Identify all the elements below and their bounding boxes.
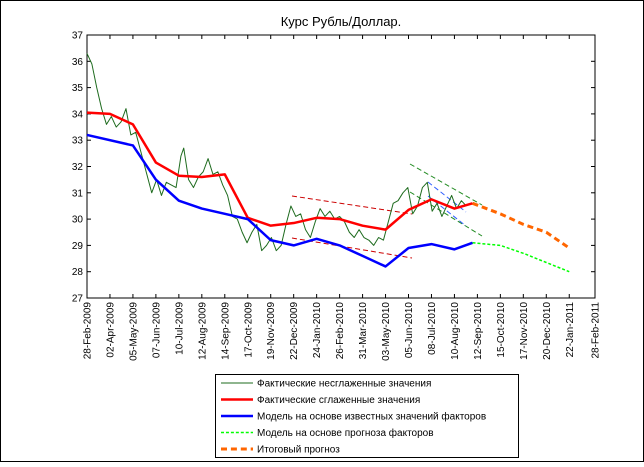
x-tick-label: 28-Feb-2009: [83, 302, 94, 360]
x-tick-label: 20-Dec-2010: [542, 302, 553, 360]
x-tick-label: 14-Sep-2009: [220, 302, 231, 360]
series-line: [471, 201, 571, 250]
x-tick-label: 28-Feb-2011: [591, 302, 602, 359]
y-tick-label: 36: [72, 57, 84, 68]
x-tick-label: 02-Apr-2009: [105, 302, 116, 358]
legend: [215, 374, 519, 458]
x-tick-label: 12-Aug-2009: [197, 302, 208, 360]
x-tick-label: 31-Mar-2010: [358, 302, 369, 360]
y-tick-label: 35: [72, 83, 84, 94]
x-tick-label: 05-May-2009: [128, 302, 139, 361]
trend-line: [409, 163, 483, 206]
series-line: [86, 133, 473, 268]
legend-label: Модель на основе прогноза факторов: [257, 427, 434, 439]
series-line: [472, 242, 570, 273]
x-tick-label: 22-Dec-2009: [289, 302, 300, 360]
x-tick-label: 05-Jun-2010: [404, 302, 415, 359]
trend-line: [409, 191, 483, 237]
x-tick-label: 12-Sep-2010: [473, 302, 484, 360]
legend-label: Модель на основе известных значений факт…: [257, 411, 486, 423]
y-tick-label: 27: [72, 294, 84, 305]
x-tick-label: 15-Oct-2010: [496, 302, 507, 358]
x-tick-label: 10-Aug-2010: [450, 302, 461, 360]
y-tick-label: 37: [72, 31, 84, 42]
y-tick-label: 34: [72, 109, 84, 120]
y-tick-label: 30: [72, 215, 84, 226]
x-tick-label: 22-Jan-2011: [565, 302, 576, 358]
y-tick-label: 31: [72, 188, 84, 199]
x-tick-label: 26-Feb-2010: [335, 302, 346, 360]
y-tick-label: 28: [72, 267, 84, 278]
x-tick-label: 03-May-2010: [381, 302, 392, 361]
x-tick-label: 07-Jun-2009: [151, 302, 162, 359]
trend-line: [291, 195, 413, 215]
x-tick-label: 17-Oct-2009: [243, 302, 254, 358]
x-tick-label: 19-Nov-2009: [266, 302, 277, 360]
series-line: [86, 111, 473, 231]
x-tick-label: 24-Jan-2010: [312, 302, 323, 359]
chart-title: Курс Рубль/Доллар.: [281, 14, 402, 29]
x-tick-label: 10-Jul-2009: [174, 302, 185, 355]
legend-label: Фактические несглаженные значения: [257, 379, 431, 390]
y-tick-label: 29: [72, 241, 84, 252]
y-tick-label: 33: [72, 136, 84, 147]
legend-label: Итоговый прогноз: [257, 445, 340, 456]
series-line: [86, 53, 467, 252]
legend-label: Фактические сглаженные значения: [257, 395, 420, 406]
x-tick-label: 17-Nov-2010: [519, 302, 530, 360]
x-tick-label: 08-Jul-2010: [427, 302, 438, 355]
y-tick-label: 32: [72, 162, 84, 173]
